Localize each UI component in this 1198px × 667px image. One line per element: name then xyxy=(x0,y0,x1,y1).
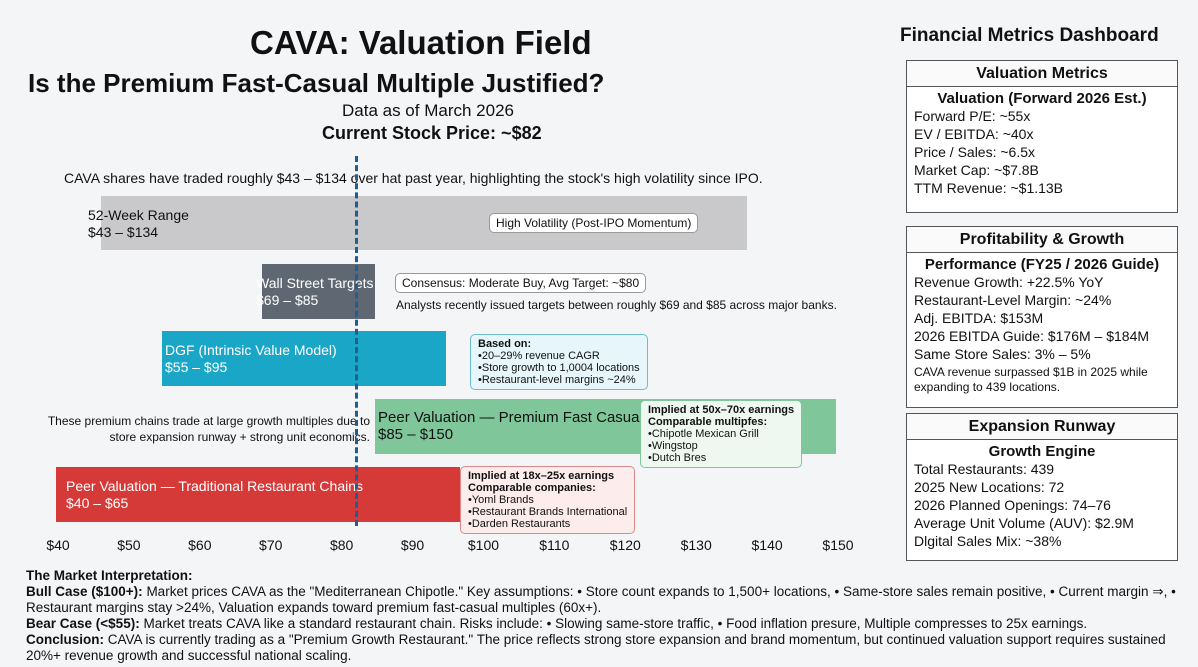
callout-traditional-peers: Implied at 18x–25x earnings Comparable c… xyxy=(460,466,635,534)
callout-item: Dutch Bres xyxy=(648,452,794,464)
bar-label-peer-traditional: Peer Valuation — Traditional Restaurant … xyxy=(66,478,363,512)
metric-item: Price / Sales: ~6.5x xyxy=(907,143,1177,161)
x-tick-label: $120 xyxy=(610,537,641,553)
bar-name: DGF (Intrinsic Value Model) xyxy=(165,342,337,359)
x-tick-label: $60 xyxy=(188,537,211,553)
valuation-field-chart: 52-Week Range $43 – $134 High Volatility… xyxy=(0,0,880,560)
x-tick-label: $140 xyxy=(752,537,783,553)
callout-item: 20–29% revenue CAGR xyxy=(478,350,640,362)
metric-item: 2026 Planned Openings: 74–76 xyxy=(907,496,1177,514)
x-tick-label: $80 xyxy=(330,537,353,553)
metric-item: Adj. EBITDA: $153M xyxy=(907,309,1177,327)
bear-case: Bear Case (<$55): Market treats CAVA lik… xyxy=(26,616,1176,632)
metric-item: Same Store Sales: 3% – 5% xyxy=(907,345,1177,363)
callout-subtitle: Comparable companies: xyxy=(468,482,627,494)
bar-range: $43 – $134 xyxy=(88,224,189,241)
metric-item: Restaurant-Level Margin: ~24% xyxy=(907,291,1177,309)
x-tick-label: $100 xyxy=(468,537,499,553)
bar-range: $55 – $95 xyxy=(165,359,337,376)
callout-item: Chipotle Mexican Grill xyxy=(648,428,794,440)
panel-heading: Valuation Metrics xyxy=(907,61,1177,87)
panel-heading: Profitability & Growth xyxy=(907,227,1177,253)
callout-title: Based on: xyxy=(478,338,640,350)
callout-item: Darden Restaurants xyxy=(468,518,627,530)
metric-item: 2025 New Locations: 72 xyxy=(907,478,1177,496)
x-tick-label: $70 xyxy=(259,537,282,553)
x-tick-label: $50 xyxy=(117,537,140,553)
current-price-line xyxy=(355,156,358,526)
metric-item: Average Unit Volume (AUV): $2.9M xyxy=(907,514,1177,532)
callout-consensus: Consensus: Moderate Buy, Avg Target: ~$8… xyxy=(395,273,646,293)
panel-subheading: Performance (FY25 / 2026 Guide) xyxy=(907,253,1177,273)
callout-dcf-assumptions: Based on: 20–29% revenue CAGR Store grow… xyxy=(470,334,648,390)
callout-premium-peers: Implied at 50x–70x earnings Comparable m… xyxy=(640,400,802,468)
callout-item: Wingstop xyxy=(648,440,794,452)
conclusion-text: CAVA is currently trading as a "Premium … xyxy=(26,632,1166,663)
bar-range: $85 – $150 xyxy=(378,426,643,443)
metric-item: EV / EBITDA: ~40x xyxy=(907,125,1177,143)
bar-name: Peer Valuation — Premium Fast Casual xyxy=(378,409,643,426)
callout-subtitle: Comparable multipfes: xyxy=(648,416,794,428)
bar-label-peer-premium: Peer Valuation — Premium Fast Casual $85… xyxy=(378,409,643,443)
callout-list: Yoml Brands Restaurant Brands Internatio… xyxy=(468,494,627,530)
callout-list: 20–29% revenue CAGR Store growth to 1,00… xyxy=(478,350,640,386)
metric-item: Market Cap: ~$7.8B xyxy=(907,161,1177,179)
panel-subheading: Growth Engine xyxy=(907,440,1177,460)
note-premium-multiples: These premium chains trade at large grow… xyxy=(40,413,370,445)
bar-name: 52-Week Range xyxy=(88,207,189,224)
note-analyst-targets: Analysts recently issued targets between… xyxy=(396,297,837,313)
x-tick-label: $110 xyxy=(539,537,569,553)
bull-case-label: Bull Case ($100+): xyxy=(26,584,143,599)
bar-range: $40 – $65 xyxy=(66,495,363,512)
metric-item: 2026 EBITDA Guide: $176M – $184M xyxy=(907,327,1177,345)
panel-heading: Expansion Runway xyxy=(907,414,1177,440)
conclusion: Conclusion: CAVA is currently trading as… xyxy=(26,632,1176,664)
market-interpretation: The Market Interpretation: Bull Case ($1… xyxy=(26,568,1176,664)
panel-valuation-metrics: Valuation Metrics Valuation (Forward 202… xyxy=(906,60,1178,213)
bar-label-dcf: DGF (Intrinsic Value Model) $55 – $95 xyxy=(165,342,337,376)
bull-case: Bull Case ($100+): Market prices CAVA as… xyxy=(26,584,1176,616)
metric-item: Revenue Growth: +22.5% YoY xyxy=(907,273,1177,291)
metric-item: TTM Revenue: ~$1.13B xyxy=(907,179,1177,197)
panel-profitability-growth: Profitability & Growth Performance (FY25… xyxy=(906,226,1178,408)
callout-title: Implied at 50x–70x earnings xyxy=(648,404,794,416)
callout-title: Implied at 18x–25x earnings xyxy=(468,470,627,482)
bar-name: Peer Valuation — Traditional Restaurant … xyxy=(66,478,363,495)
callout-high-volatility: High Volatility (Post-IPO Momentum) xyxy=(489,213,698,233)
x-tick-label: $150 xyxy=(822,537,853,553)
metric-item: Total Restaurants: 439 xyxy=(907,460,1177,478)
bear-case-label: Bear Case (<$55): xyxy=(26,616,140,631)
interpretation-heading: The Market Interpretation: xyxy=(26,568,1176,584)
panel-subheading: Valuation (Forward 2026 Est.) xyxy=(907,87,1177,107)
conclusion-label: Conclusion: xyxy=(26,632,104,647)
x-tick-label: $40 xyxy=(46,537,69,553)
dashboard-title: Financial Metrics Dashboard xyxy=(900,25,1159,47)
panel-expansion-runway: Expansion Runway Growth Engine Total Res… xyxy=(906,413,1178,561)
bear-case-text: Market treats CAVA like a standard resta… xyxy=(140,616,1087,631)
callout-item: Restaurant Brands International xyxy=(468,506,627,518)
callout-text: High Volatility (Post-IPO Momentum) xyxy=(496,216,691,230)
bar-label-52-week-range: 52-Week Range $43 – $134 xyxy=(88,207,189,241)
callout-text: Consensus: Moderate Buy, Avg Target: ~$8… xyxy=(402,276,639,290)
callout-item: Store growth to 1,0004 locations xyxy=(478,362,640,374)
x-tick-label: $130 xyxy=(681,537,712,553)
x-tick-label: $90 xyxy=(401,537,424,553)
callout-item: Restaurant-level margins ~24% xyxy=(478,374,640,386)
metric-note: CAVA revenue surpassed $1B in 2025 while… xyxy=(907,363,1177,398)
metric-item: Dlgital Sales Mix: ~38% xyxy=(907,532,1177,550)
metric-item: Forward P/E: ~55x xyxy=(907,107,1177,125)
callout-item: Yoml Brands xyxy=(468,494,627,506)
callout-list: Chipotle Mexican Grill Wingstop Dutch Br… xyxy=(648,428,794,464)
bull-case-text: Market prices CAVA as the "Mediterranean… xyxy=(26,584,1176,615)
